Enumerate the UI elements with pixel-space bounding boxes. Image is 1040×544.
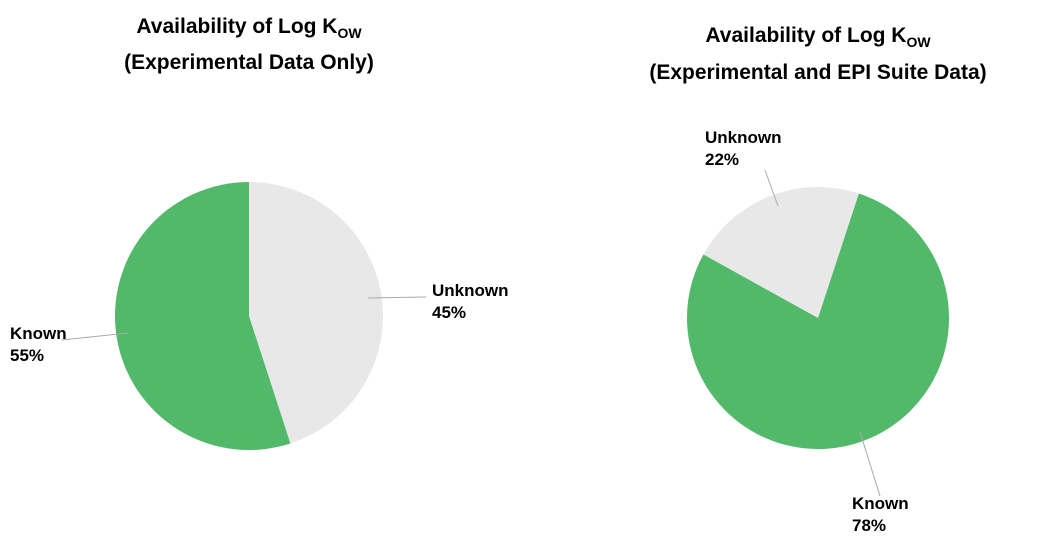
- slice-value-label: 55%: [10, 346, 44, 365]
- slice-value-label: 78%: [852, 516, 886, 535]
- pie-slice: [249, 182, 383, 444]
- title-subscript: OW: [906, 34, 931, 50]
- chart-title: Availability of Log KOW: [705, 24, 931, 50]
- slice-value-label: 22%: [705, 150, 739, 169]
- chart-title: Availability of Log KOW: [136, 15, 362, 41]
- leader-line: [764, 169, 779, 207]
- pie-slice: [687, 193, 950, 450]
- slice-label: Known: [852, 494, 909, 513]
- title-text: Availability of Log K: [136, 15, 337, 38]
- slice-label: Known: [10, 324, 67, 343]
- leader-line: [61, 332, 129, 341]
- leader-line: [367, 296, 427, 299]
- chart-subtitle: (Experimental and EPI Suite Data): [649, 61, 986, 84]
- title-text: Availability of Log K: [705, 24, 906, 47]
- slice-label: Unknown: [432, 281, 509, 300]
- pie-slice: [114, 181, 291, 450]
- chart-subtitle: (Experimental Data Only): [124, 51, 374, 74]
- leader-line: [859, 431, 881, 497]
- pie-slice: [703, 187, 859, 318]
- slice-label: Unknown: [705, 128, 782, 147]
- slice-value-label: 45%: [432, 303, 466, 322]
- title-subscript: OW: [337, 25, 362, 41]
